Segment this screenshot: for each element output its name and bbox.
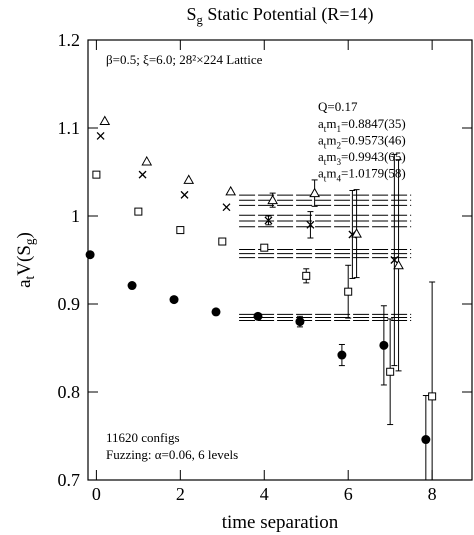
fuzzing-note: Fuzzing: α=0.06, 6 levels bbox=[106, 447, 238, 462]
text-part: =0.9573(46) bbox=[341, 133, 406, 148]
marker bbox=[386, 367, 395, 376]
text-part: a bbox=[318, 133, 324, 148]
x-axis-label: time separation bbox=[222, 512, 339, 533]
subscript: 4 bbox=[336, 174, 341, 184]
marker bbox=[344, 287, 353, 296]
marker bbox=[176, 226, 185, 235]
marker bbox=[134, 207, 143, 216]
y-tick-label: 1 bbox=[71, 206, 80, 226]
y-tick-label: 1.2 bbox=[58, 30, 81, 50]
y-tick-label: 0.9 bbox=[58, 294, 81, 314]
text-part: m bbox=[326, 166, 336, 181]
y-tick-label: 0.7 bbox=[58, 470, 81, 490]
subscript: g bbox=[22, 238, 37, 245]
mass-label: atm4=1.0179(58) bbox=[318, 166, 406, 184]
marker bbox=[127, 281, 137, 291]
x-tick-label: 4 bbox=[260, 484, 269, 504]
marker bbox=[351, 228, 362, 238]
configs-note: 11620 configs bbox=[106, 430, 180, 445]
text-part: a bbox=[318, 149, 324, 164]
x-tick-label: 2 bbox=[176, 484, 185, 504]
marker bbox=[218, 237, 227, 246]
marker bbox=[253, 311, 263, 321]
text-part: =1.0179(58) bbox=[341, 166, 406, 181]
x-tick-label: 6 bbox=[344, 484, 353, 504]
marker bbox=[183, 174, 195, 184]
text-part: S bbox=[187, 4, 197, 24]
marker bbox=[141, 155, 153, 166]
marker bbox=[92, 170, 101, 179]
marker bbox=[337, 350, 347, 360]
mass-label: atm1=0.8847(35) bbox=[318, 116, 406, 134]
lattice-note: β=0.5; ξ=6.0; 28²×224 Lattice bbox=[106, 52, 263, 67]
marker bbox=[393, 259, 404, 270]
plot-frame bbox=[87, 39, 473, 481]
mass-label: atm3=0.9943(65) bbox=[318, 149, 406, 167]
subscript: 3 bbox=[336, 157, 341, 167]
marker bbox=[169, 295, 179, 305]
marker bbox=[302, 271, 311, 280]
subscript: t bbox=[324, 124, 327, 134]
subscript: t bbox=[324, 157, 327, 167]
marker bbox=[295, 317, 305, 327]
marker bbox=[264, 216, 273, 225]
text-part: Static Potential (R=14) bbox=[203, 4, 374, 25]
subscript: 2 bbox=[336, 141, 341, 151]
marker bbox=[138, 170, 147, 179]
text-part: m bbox=[326, 116, 336, 131]
subscript: t bbox=[324, 174, 327, 184]
marker bbox=[306, 220, 315, 229]
marker bbox=[428, 392, 437, 401]
subscript: 1 bbox=[336, 124, 341, 134]
marker bbox=[309, 187, 320, 198]
subscript: t bbox=[324, 141, 327, 151]
text-part: =0.9943(65) bbox=[341, 149, 406, 164]
marker bbox=[180, 190, 189, 199]
y-axis-label: atV(Sg) bbox=[14, 232, 37, 288]
marker bbox=[211, 307, 221, 317]
marker bbox=[390, 256, 399, 264]
y-tick-label: 1.1 bbox=[58, 118, 81, 138]
text-part: m bbox=[326, 149, 336, 164]
text-part: a bbox=[318, 116, 324, 131]
marker bbox=[267, 194, 279, 205]
text-part: m bbox=[326, 133, 336, 148]
text-part: V(S bbox=[14, 245, 35, 276]
marker bbox=[222, 203, 231, 212]
marker bbox=[260, 243, 269, 252]
marker bbox=[96, 131, 105, 140]
marker bbox=[225, 185, 237, 196]
x-tick-label: 0 bbox=[92, 484, 101, 504]
text-part: a bbox=[14, 279, 35, 288]
q-note: Q=0.17 bbox=[318, 99, 358, 114]
text-part: =0.8847(35) bbox=[341, 116, 406, 131]
mass-label: atm2=0.9573(46) bbox=[318, 133, 406, 151]
marker bbox=[379, 340, 389, 350]
text-part: a bbox=[318, 166, 324, 181]
marker bbox=[421, 435, 431, 445]
subscript: t bbox=[22, 275, 37, 279]
marker bbox=[99, 115, 111, 125]
text-part: ) bbox=[14, 232, 35, 238]
marker bbox=[85, 250, 95, 260]
x-tick-label: 8 bbox=[428, 484, 437, 504]
y-tick-label: 0.8 bbox=[58, 382, 81, 402]
chart-title: Sg Static Potential (R=14) bbox=[187, 4, 374, 27]
subscript: g bbox=[197, 13, 204, 27]
